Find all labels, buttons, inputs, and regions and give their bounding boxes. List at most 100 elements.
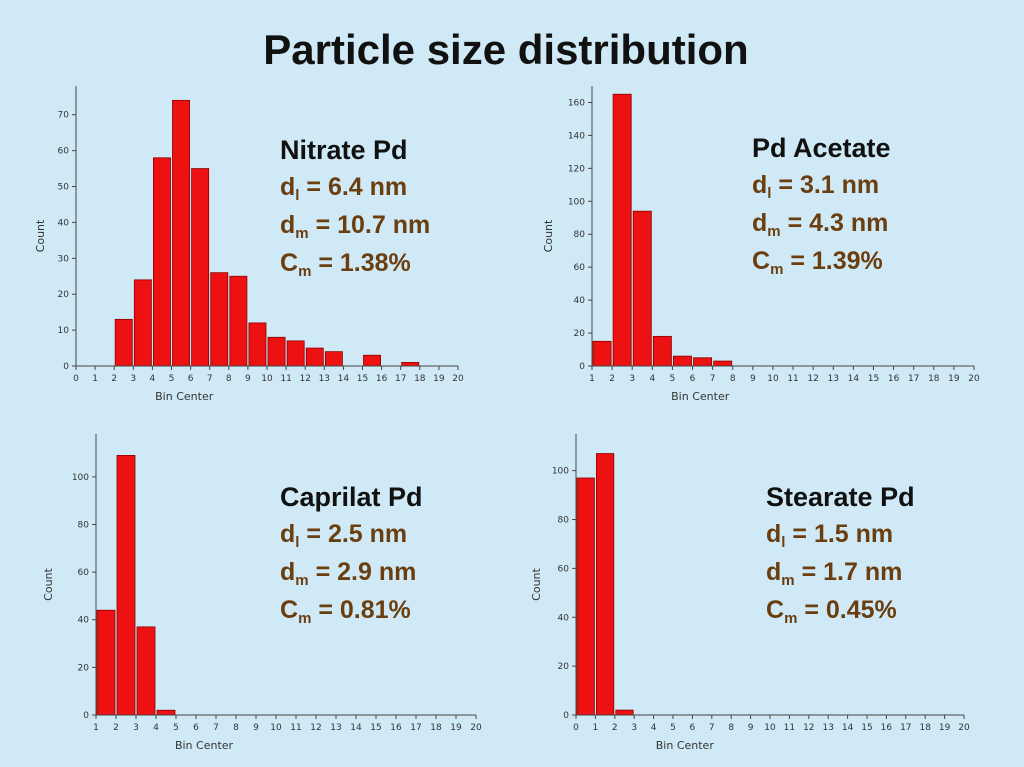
sample-name: Nitrate Pd [280,135,408,165]
x-tick-label: 20 [452,374,464,384]
bar [713,360,733,367]
x-tick-label: 7 [213,723,219,733]
x-tick-label: 13 [828,374,839,384]
x-tick-label: 20 [470,723,482,733]
y-tick-label: 20 [58,290,70,300]
x-tick-label: 2 [612,723,618,733]
x-tick-label: 11 [787,374,798,384]
x-tick-label: 16 [390,723,402,733]
stat-cm: Cm = 0.81% [280,596,411,627]
sample-name: Stearate Pd [766,482,915,512]
x-tick-label: 7 [207,374,213,384]
x-tick-label: 9 [245,374,251,384]
stearate-pd-info: Stearate Pd dl = 1.5 nm dm = 1.7 nm Cm =… [766,479,915,629]
bar [324,351,343,367]
x-tick-label: 19 [948,374,960,384]
x-tick-label: 12 [310,723,321,733]
x-tick-label: 9 [748,723,754,733]
y-tick-label: 140 [568,131,585,141]
x-tick-label: 2 [113,723,119,733]
x-tick-label: 17 [410,723,421,733]
sample-name: Caprilat Pd [280,482,423,512]
x-tick-label: 12 [803,723,814,733]
y-tick-label: 60 [574,263,586,273]
y-tick-label: 0 [63,362,69,372]
x-tick-label: 20 [968,374,980,384]
y-tick-label: 80 [558,516,570,526]
page-title: Particle size distribution [263,26,749,73]
x-tick-label: 2 [609,374,615,384]
x-tick-label: 8 [730,374,736,384]
y-tick-label: 20 [558,662,570,672]
bar [210,272,229,367]
stat-dm: dm = 2.9 nm [280,558,417,589]
x-tick-label: 8 [233,723,239,733]
bar [248,322,267,367]
bar [615,709,634,716]
sample-name: Pd Acetate [752,133,891,163]
x-tick-label: 1 [589,374,595,384]
x-tick-label: 1 [92,374,98,384]
stat-dm: dm = 4.3 nm [752,209,889,240]
x-tick-label: 14 [338,374,350,384]
x-tick-label: 7 [710,374,716,384]
y-axis-label: Count [542,219,555,252]
bar [576,477,595,716]
x-tick-label: 1 [593,723,599,733]
y-tick-label: 70 [58,111,70,121]
nitrate-pd-chart: 0 1 2 3 4 5 6 7 8 9 10 11 12 13 14 15 16 17 18 19 2001020304… [34,86,464,403]
y-tick-label: 20 [78,663,90,673]
x-axis-label: Bin Center [656,739,715,752]
x-tick-label: 17 [395,374,406,384]
y-tick-label: 40 [78,616,90,626]
x-tick-label: 6 [690,723,696,733]
x-tick-label: 19 [939,723,951,733]
y-tick-label: 100 [568,197,585,207]
stat-dl: dl = 1.5 nm [766,520,894,551]
stat-cm: Cm = 0.45% [766,596,897,627]
x-tick-label: 18 [430,723,442,733]
x-tick-label: 12 [299,374,310,384]
x-tick-label: 10 [261,374,273,384]
bar [693,357,713,367]
x-tick-label: 7 [709,723,715,733]
x-tick-label: 6 [193,723,199,733]
x-axis-label: Bin Center [671,390,730,403]
x-tick-label: 0 [73,374,79,384]
caprilat-pd-chart: 1 2 3 4 5 6 7 8 9 10 11 12 13 14 15 16 17 18 19 20020406080… [42,434,482,752]
x-tick-label: 16 [888,374,900,384]
x-tick-label: 3 [631,723,637,733]
y-tick-label: 40 [574,296,586,306]
x-tick-label: 11 [784,723,795,733]
y-tick-label: 0 [563,711,569,721]
x-tick-label: 19 [450,723,462,733]
x-tick-label: 15 [357,374,368,384]
x-tick-label: 9 [750,374,756,384]
bar [114,318,133,367]
stat-cm: Cm = 1.38% [280,249,411,280]
x-tick-label: 3 [629,374,635,384]
x-tick-label: 18 [919,723,931,733]
x-tick-label: 3 [133,723,139,733]
stearate-pd-chart: 0 1 2 3 4 5 6 7 8 9 10 11 12 13 14 15 16 17 18 19 2002040608… [530,434,970,752]
x-tick-label: 18 [414,374,426,384]
stat-cm: Cm = 1.39% [752,247,883,278]
bar [133,279,152,367]
x-tick-label: 12 [807,374,818,384]
bar [96,609,116,716]
x-tick-label: 19 [433,374,445,384]
x-tick-label: 4 [651,723,657,733]
x-tick-label: 3 [130,374,136,384]
pd-acetate-chart: 1 2 3 4 5 6 7 8 9 10 11 12 13 14 15 16 17 18 19 20020406080… [542,86,980,403]
x-tick-label: 18 [928,374,940,384]
stat-dl: dl = 6.4 nm [280,173,408,204]
x-tick-label: 13 [319,374,330,384]
bar [401,362,420,367]
bar [305,347,324,367]
y-tick-label: 20 [574,329,586,339]
y-tick-label: 0 [579,362,585,372]
bar [153,157,171,367]
x-tick-label: 8 [226,374,232,384]
x-tick-label: 1 [93,723,99,733]
y-tick-label: 80 [574,230,586,240]
